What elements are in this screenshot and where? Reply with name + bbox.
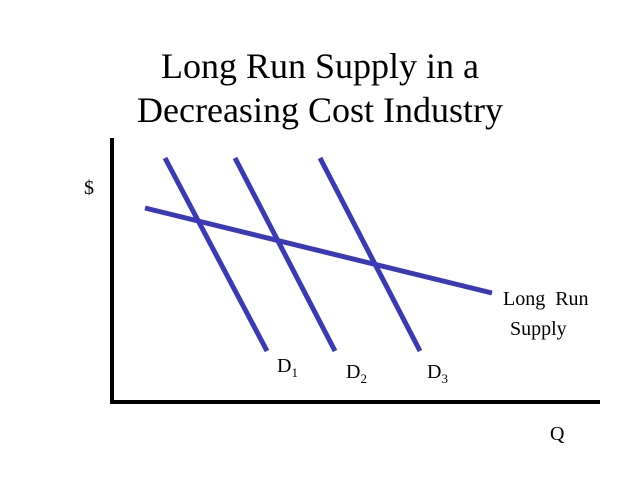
demand-label-1: D1 (277, 355, 298, 380)
x-axis-label: Q (550, 423, 565, 445)
y-axis-label: $ (84, 177, 94, 199)
label-main: D (427, 361, 441, 383)
demand-curve-1 (162, 156, 270, 353)
demand-curve-2 (232, 156, 338, 353)
demand-label-2: D2 (346, 361, 367, 386)
label-main: D (346, 361, 360, 383)
demand-curve-3 (317, 156, 423, 353)
supply-label-line-1: Long Run (503, 288, 589, 310)
label-subscript: 2 (360, 371, 367, 386)
demand-label-3: D3 (427, 361, 448, 386)
label-main: D (277, 355, 291, 377)
label-subscript: 1 (291, 365, 298, 380)
supply-curve (144, 205, 493, 296)
label-subscript: 3 (441, 371, 448, 386)
title-line-1: Long Run Supply in a (161, 46, 479, 86)
title-line-2: Decreasing Cost Industry (137, 90, 503, 130)
supply-label-line-2: Supply (510, 318, 567, 340)
